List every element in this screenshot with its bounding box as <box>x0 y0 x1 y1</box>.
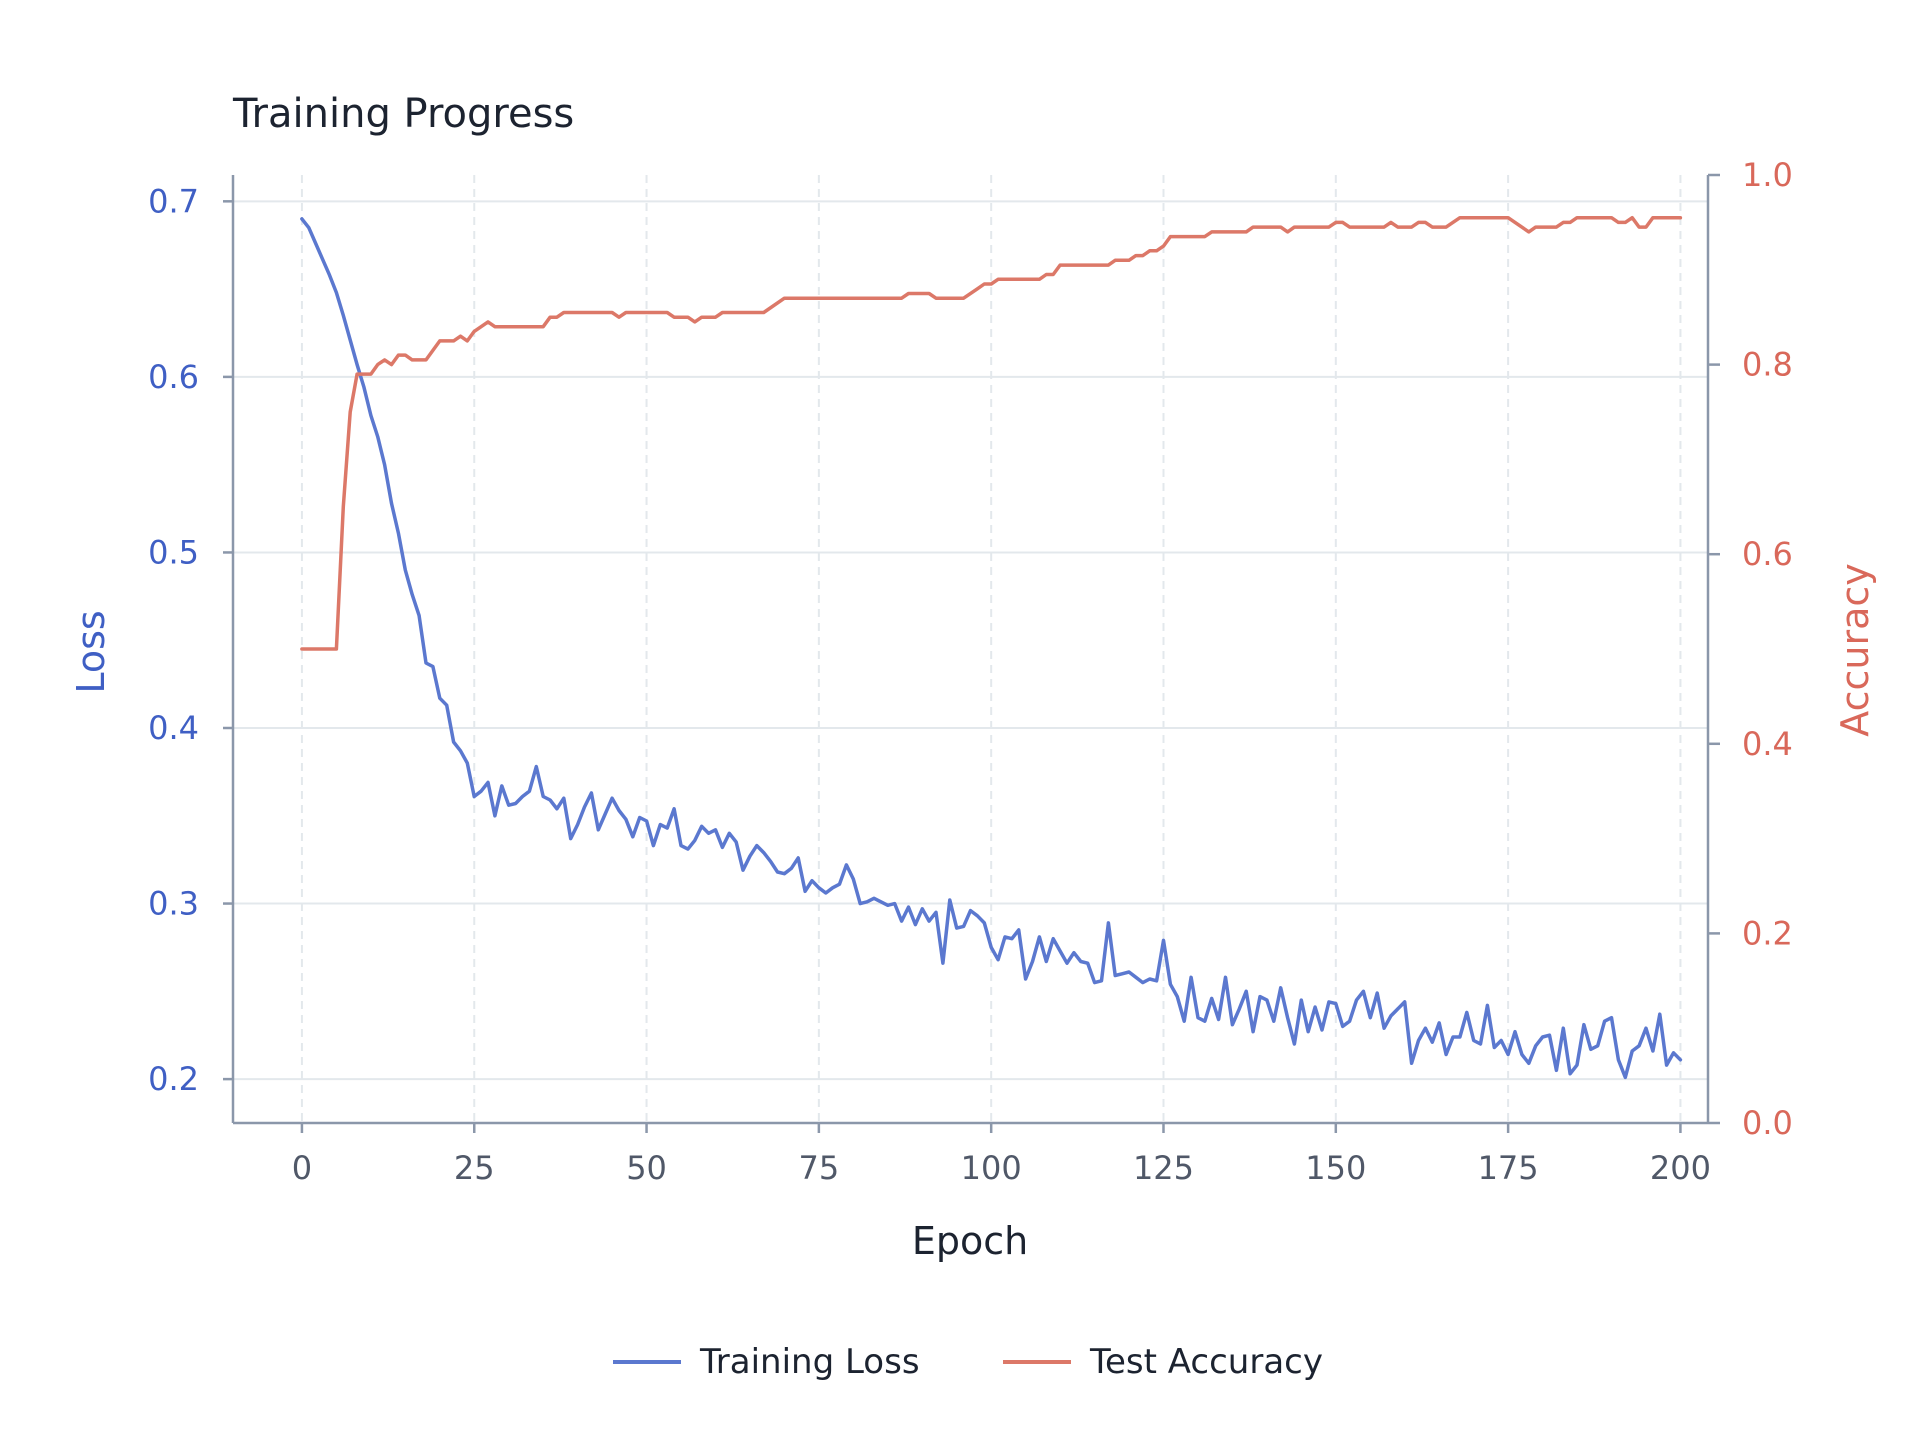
x-tick-label-2: 50 <box>626 1149 667 1187</box>
x-tick-label-5: 125 <box>1133 1149 1194 1187</box>
series-line-training-loss <box>300 217 1683 1080</box>
tick-labels: 0 25 50 75 100 125 150 175 200 0.2 0.3 0.4 0.5 0.6 0.7… <box>148 156 1793 1187</box>
left-tick-label-3: 0.5 <box>148 533 199 571</box>
chart-title: Training Progress <box>232 91 574 137</box>
left-axis-label: Loss <box>69 610 113 693</box>
legend: Training Loss Test Accuracy <box>613 1342 1323 1382</box>
x-tick-label-4: 100 <box>961 1149 1022 1187</box>
legend-label-training-loss: Training Loss <box>699 1342 920 1382</box>
left-tick-label-2: 0.4 <box>148 709 199 747</box>
right-tick-label-3: 0.6 <box>1742 535 1793 573</box>
left-tick-label-0: 0.2 <box>148 1060 199 1098</box>
legend-label-test-accuracy: Test Accuracy <box>1089 1342 1323 1382</box>
x-tick-label-8: 200 <box>1650 1149 1711 1187</box>
right-tick-label-5: 1.0 <box>1742 156 1793 194</box>
right-tick-label-4: 0.8 <box>1742 346 1793 384</box>
axes <box>223 173 1720 1133</box>
x-tick-label-3: 75 <box>799 1149 840 1187</box>
x-tick-label-0: 0 <box>292 1149 312 1187</box>
left-tick-label-4: 0.6 <box>148 358 199 396</box>
x-tick-label-7: 175 <box>1478 1149 1539 1187</box>
x-tick-label-6: 150 <box>1305 1149 1366 1187</box>
right-tick-label-2: 0.4 <box>1742 725 1793 763</box>
right-tick-label-1: 0.2 <box>1742 914 1793 952</box>
right-tick-label-0: 0.0 <box>1742 1104 1793 1142</box>
left-tick-label-1: 0.3 <box>148 885 199 923</box>
gridlines <box>233 175 1708 1123</box>
right-axis-label: Accuracy <box>1833 563 1877 737</box>
left-tick-label-5: 0.7 <box>148 182 199 220</box>
series-line-test-accuracy <box>300 215 1683 651</box>
x-tick-label-1: 25 <box>454 1149 495 1187</box>
series-lines <box>300 215 1683 1080</box>
x-axis-label: Epoch <box>912 1219 1028 1263</box>
